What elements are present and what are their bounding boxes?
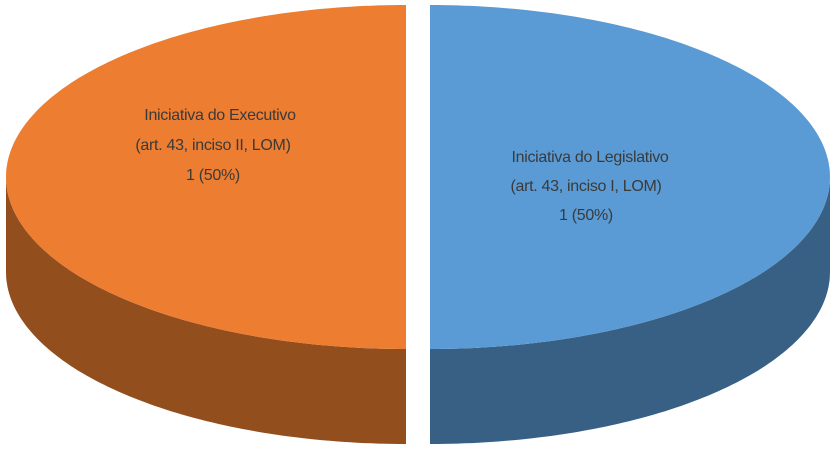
category-note: (art. 43, inciso I, LOM) <box>510 178 661 195</box>
slice-side <box>430 177 830 444</box>
legend-swatch <box>470 152 478 160</box>
category-label: Iniciativa do Legislativo <box>511 149 668 166</box>
category-label: Iniciativa do Executivo <box>144 107 296 124</box>
slice <box>6 5 406 349</box>
legend-swatch <box>88 111 96 119</box>
category-note: (art. 43, inciso II, LOM) <box>135 137 290 154</box>
data-label: 1 (50%) <box>186 167 240 184</box>
slice-side <box>6 177 406 444</box>
data-labels: Iniciativa do Executivo (art. 43, inciso… <box>88 107 669 224</box>
data-label: 1 (50%) <box>559 207 613 224</box>
slice <box>430 5 830 349</box>
pie <box>6 5 830 444</box>
